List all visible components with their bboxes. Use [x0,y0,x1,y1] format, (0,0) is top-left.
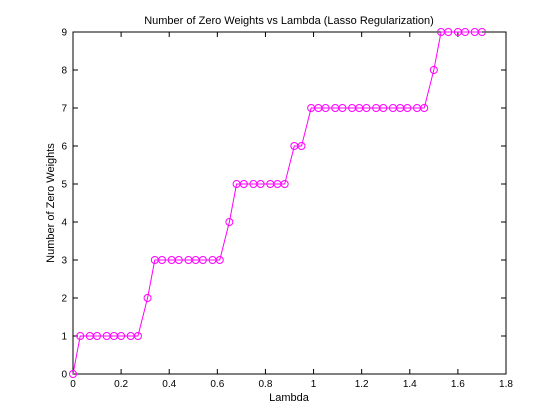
data-point [297,142,306,150]
series-layer [69,28,486,378]
data-point [477,28,486,36]
y-tick-label: 1 [61,332,67,343]
data-point [69,370,77,378]
data-point [338,104,347,112]
data-point [403,104,412,112]
data-point [256,180,265,188]
data-point [461,28,470,36]
data-point [225,218,234,226]
data-point [174,256,183,264]
x-tick-label: 0.8 [258,379,272,390]
data-point [321,104,330,112]
data-point [444,28,453,36]
x-tick-label: 1 [311,379,317,390]
chart-title: Number of Zero Weights vs Lambda (Lasso … [144,15,434,27]
x-tick-label: 1.4 [403,379,417,390]
y-tick-label: 3 [61,256,67,267]
x-tick-label: 1.8 [499,379,513,390]
y-tick-label: 2 [61,294,67,305]
data-point [93,332,102,340]
x-tick-label: 0.2 [114,379,128,390]
x-tick-label: 1.6 [451,379,465,390]
data-point [429,66,438,74]
y-axis-ticks: 0 1 2 3 4 5 6 7 8 9 [61,28,506,381]
y-axis-title: Number of Zero Weights [45,143,57,263]
data-point [76,332,85,340]
x-tick-label: 0.4 [162,379,176,390]
x-tick-label: 1.2 [355,379,369,390]
y-tick-label: 9 [61,28,67,39]
y-tick-label: 5 [61,180,67,191]
data-point [198,256,207,264]
x-axis-title: Lambda [269,392,310,404]
y-tick-label: 4 [61,218,67,229]
data-point [158,256,167,264]
data-point [420,104,429,112]
data-point [215,256,224,264]
x-axis-ticks: 0 0.2 0.4 0.6 0.8 1 1.2 1.4 1.6 1.8 [70,32,513,390]
data-point [133,332,142,340]
x-tick-label: 0.6 [210,379,224,390]
y-tick-label: 6 [61,142,67,153]
data-point [143,294,152,302]
y-tick-label: 0 [61,370,67,381]
y-tick-label: 8 [61,66,67,77]
data-point [362,104,371,112]
data-point [117,332,126,340]
x-tick-label: 0 [70,379,76,390]
y-tick-label: 7 [61,104,67,115]
plot-area [72,31,507,375]
data-point [379,104,388,112]
data-point [239,180,248,188]
data-point [280,180,289,188]
